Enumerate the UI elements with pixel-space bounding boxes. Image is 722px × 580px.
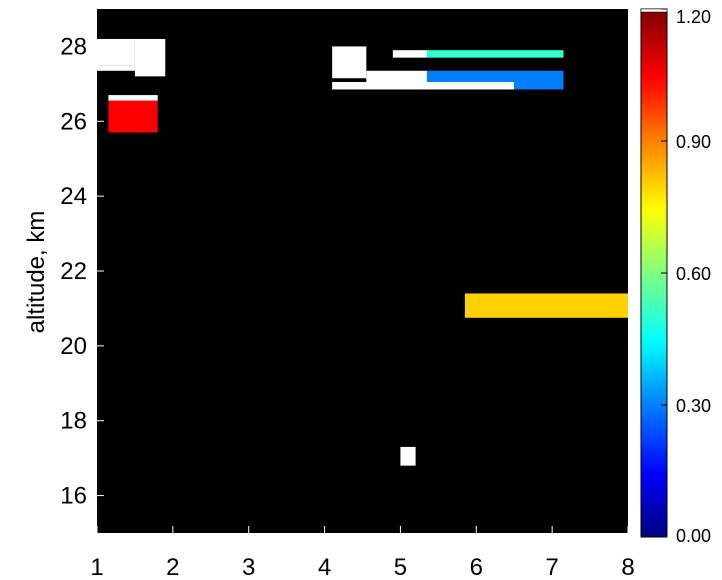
colorbar-tick-label: 0.00 [676, 526, 711, 546]
heatmap-cell-9 [392, 50, 427, 58]
heatmap-cell-12 [514, 81, 564, 90]
heatmap-cell-11 [426, 70, 564, 82]
heatmap-cell-5 [108, 100, 158, 133]
colorbar-over-swatch [640, 8, 668, 13]
colorbar-tick-label: 0.30 [676, 396, 711, 416]
x-tick-label: 8 [621, 554, 634, 580]
x-tick-label: 4 [318, 554, 331, 580]
x-tick-label: 6 [470, 554, 483, 580]
y-tick-label: 28 [60, 33, 87, 60]
x-tick-label: 7 [545, 554, 558, 580]
x-tick-label: 3 [242, 554, 255, 580]
x-axis: 1 2 3 4 5 6 7 8 [90, 526, 635, 580]
heatmap-cell-8 [332, 81, 515, 90]
heatmap-cell-2 [97, 65, 135, 71]
heatmap-cell-14 [400, 446, 416, 466]
colorbar-tick-label: 1.20 [676, 7, 711, 27]
y-tick-label: 20 [60, 333, 87, 360]
colorbar: 0.00 0.30 0.60 0.90 1.20 [640, 7, 711, 546]
x-tick-label: 5 [394, 554, 407, 580]
plot-area [97, 9, 628, 533]
data-cells [97, 38, 628, 466]
y-axis: 16 18 20 22 24 26 28 [60, 33, 104, 510]
y-tick-label: 18 [60, 408, 87, 435]
heatmap-cell-3 [134, 38, 166, 77]
heatmap-cell-10 [426, 50, 564, 58]
heatmap-cell-4 [108, 95, 158, 101]
heatmap-cell-13 [464, 293, 628, 318]
y-tick-label: 22 [60, 258, 87, 285]
y-tick-label: 16 [60, 483, 87, 510]
y-tick-label: 26 [60, 108, 87, 135]
heatmap-cell-6 [332, 46, 367, 79]
heatmap-cell-7 [366, 70, 427, 82]
y-axis-label: altitude, km [23, 211, 50, 334]
colorbar-tick-label: 0.60 [676, 264, 711, 284]
colorbar-tick-label: 0.90 [676, 132, 711, 152]
x-tick-label: 2 [166, 554, 179, 580]
y-tick-label: 24 [60, 183, 87, 210]
heatmap-cell-1 [97, 38, 135, 66]
x-tick-label: 1 [90, 554, 103, 580]
